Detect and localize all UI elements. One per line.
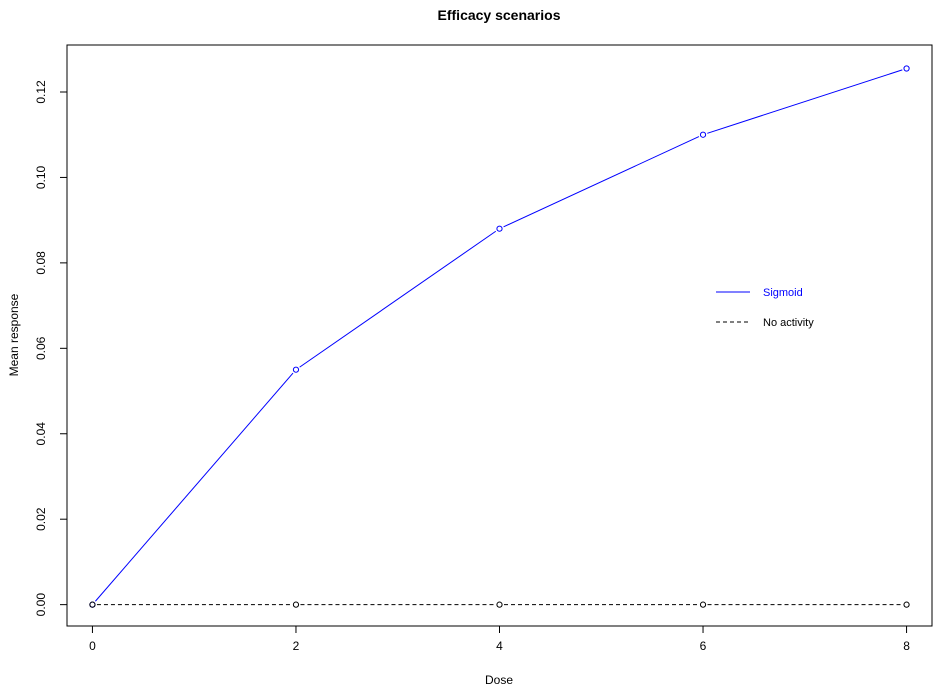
x-axis-label: Dose — [485, 673, 513, 687]
legend-label-no-activity: No activity — [763, 317, 814, 329]
data-point — [89, 601, 96, 608]
y-axis: 0.00 0.02 0.04 0.06 0.08 0.10 0.12 — [34, 80, 67, 616]
data-point — [292, 601, 300, 608]
data-point — [903, 601, 910, 608]
x-tick-label: 4 — [496, 639, 503, 653]
data-point — [496, 225, 503, 232]
series-line-segment — [503, 136, 700, 228]
y-tick-label: 0.10 — [34, 165, 48, 189]
y-tick-label: 0.08 — [34, 251, 48, 275]
data-point — [903, 65, 910, 72]
series-line-segment — [707, 69, 903, 134]
y-axis-label: Mean response — [7, 293, 21, 376]
data-point — [699, 131, 707, 138]
legend-label-sigmoid: Sigmoid — [763, 287, 803, 299]
data-point — [496, 601, 503, 608]
series-sigmoid — [89, 65, 910, 608]
x-axis: 0 2 4 6 8 — [89, 626, 910, 653]
chart-title: Efficacy scenarios — [438, 7, 561, 23]
legend: Sigmoid No activity — [716, 287, 814, 329]
series-line-segment — [95, 372, 294, 602]
y-tick-label: 0.00 — [34, 593, 48, 617]
series-no-activity — [89, 601, 910, 608]
series-layer — [89, 65, 910, 608]
y-tick-label: 0.06 — [34, 336, 48, 360]
series-line-segment — [299, 230, 497, 368]
x-tick-label: 2 — [293, 639, 300, 653]
data-point — [292, 366, 300, 373]
data-point — [699, 601, 707, 608]
y-tick-label: 0.12 — [34, 80, 48, 104]
x-tick-label: 6 — [700, 639, 707, 653]
x-tick-label: 8 — [903, 639, 910, 653]
y-tick-label: 0.04 — [34, 422, 48, 446]
y-tick-label: 0.02 — [34, 507, 48, 531]
x-tick-label: 0 — [89, 639, 96, 653]
